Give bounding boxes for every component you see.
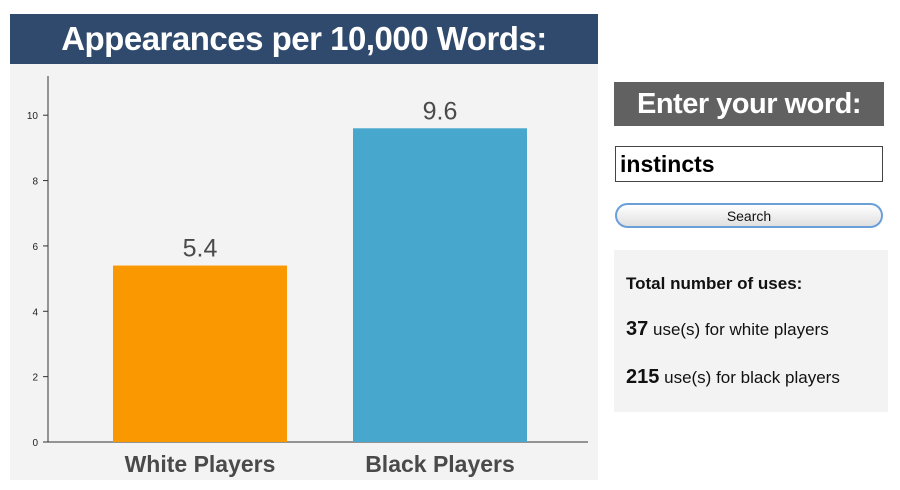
- bar-black-players: [353, 128, 527, 442]
- black-players-count: 215: [626, 366, 660, 388]
- y-tick-label: 8: [32, 177, 38, 188]
- bar-value-label: 9.6: [423, 97, 458, 125]
- y-tick-label: 2: [32, 373, 38, 384]
- white-players-total-text: use(s) for white players: [652, 320, 829, 339]
- category-label: White Players: [125, 451, 276, 477]
- totals-heading: Total number of uses:: [626, 274, 803, 293]
- white-players-count: 37: [626, 318, 649, 340]
- bar-chart: 0 2 4 6 8 10 5.4 White Players 9.6 Black Players: [27, 76, 588, 477]
- y-tick-label: 6: [32, 242, 38, 253]
- bar-white-players: [113, 265, 287, 442]
- white-players-total: 37 use(s) for white players: [626, 318, 829, 341]
- bar-value-label: 5.4: [183, 235, 218, 263]
- black-players-total-text: use(s) for black players: [664, 368, 840, 387]
- word-entry-header: Enter your word:: [614, 82, 884, 126]
- y-tick-label: 10: [27, 111, 39, 122]
- search-button[interactable]: Search: [615, 203, 883, 228]
- totals-panel: Total number of uses: 37 use(s) for whit…: [614, 250, 888, 412]
- y-tick-label: 0: [32, 438, 38, 449]
- chart-title: Appearances per 10,000 Words:: [10, 14, 598, 64]
- word-input[interactable]: [615, 146, 883, 182]
- black-players-total: 215 use(s) for black players: [626, 366, 840, 389]
- y-tick-label: 4: [32, 307, 38, 318]
- category-label: Black Players: [365, 451, 515, 477]
